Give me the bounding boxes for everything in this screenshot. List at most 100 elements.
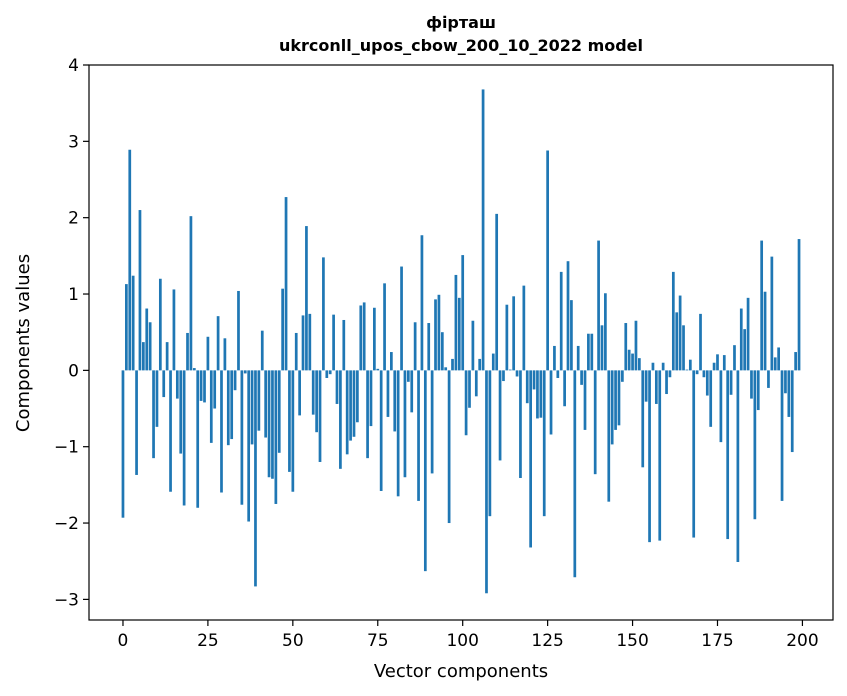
bar	[203, 370, 206, 403]
bar	[145, 308, 149, 371]
bar	[702, 370, 706, 378]
bar	[390, 352, 393, 371]
bar	[763, 291, 767, 371]
bar	[423, 370, 427, 572]
plot-frame	[88, 64, 834, 621]
bar	[583, 370, 587, 430]
bar	[165, 342, 169, 371]
bar	[678, 295, 682, 371]
bar	[464, 370, 468, 436]
x-tick-label: 50	[282, 631, 304, 651]
bar	[254, 370, 257, 587]
bar	[597, 240, 600, 371]
bar	[386, 370, 390, 417]
bar	[349, 370, 352, 441]
bar	[148, 322, 152, 371]
bar	[780, 370, 784, 501]
bar	[267, 370, 271, 478]
bar	[400, 266, 403, 371]
bar	[794, 352, 797, 371]
bar	[563, 370, 566, 407]
bar	[668, 370, 672, 378]
bar	[658, 370, 662, 541]
bar	[383, 283, 386, 371]
x-tick-label: 150	[616, 631, 648, 651]
bar	[559, 271, 563, 371]
bar	[369, 370, 373, 427]
chart-subtitle: ukrconll_upos_cbow_200_10_2022 model	[279, 36, 643, 55]
bar	[546, 150, 549, 371]
bar	[770, 256, 774, 371]
bar	[247, 370, 251, 522]
bar	[488, 370, 492, 517]
x-tick-label: 0	[118, 631, 129, 651]
bar	[257, 370, 261, 431]
bar	[298, 370, 301, 416]
bar	[345, 370, 349, 455]
bar	[576, 345, 580, 371]
bar	[128, 149, 132, 371]
bar	[131, 275, 135, 371]
bar	[481, 89, 485, 371]
bar	[474, 370, 478, 397]
bar	[549, 370, 553, 435]
bar	[542, 370, 546, 517]
bar	[230, 370, 234, 440]
bar	[695, 370, 699, 375]
y-tick-label: 2	[68, 209, 79, 229]
bar	[393, 370, 397, 432]
bar	[519, 370, 522, 478]
bar	[722, 355, 726, 371]
bar	[373, 307, 376, 371]
bar	[688, 359, 692, 371]
bar	[199, 370, 203, 401]
bar	[736, 370, 740, 562]
bar	[580, 370, 583, 385]
bar	[457, 297, 461, 371]
bar	[206, 336, 210, 371]
bar	[536, 370, 539, 419]
bar	[237, 290, 240, 371]
bar	[627, 349, 631, 371]
bar	[604, 293, 607, 371]
x-tick-label: 75	[367, 631, 389, 651]
bar	[359, 305, 363, 371]
bar	[556, 370, 560, 378]
bar	[750, 370, 753, 399]
y-tick-label: −3	[54, 590, 79, 610]
y-axis-label: Components values	[13, 254, 34, 432]
y-tick-label: 4	[68, 56, 79, 76]
bar	[539, 370, 543, 418]
bar	[600, 325, 604, 371]
x-tick-label: 125	[531, 631, 563, 651]
bar	[216, 316, 220, 371]
bar	[529, 370, 532, 548]
bar	[505, 304, 509, 371]
bar	[223, 338, 227, 371]
bar	[179, 370, 183, 454]
bar	[515, 370, 519, 377]
bar	[685, 369, 689, 371]
bar	[410, 370, 414, 413]
bar	[366, 370, 369, 459]
bar	[315, 370, 318, 433]
bar	[420, 235, 424, 371]
bar	[162, 370, 166, 398]
bar	[648, 370, 651, 543]
bar	[243, 370, 247, 374]
bar	[593, 370, 597, 475]
bar	[485, 370, 488, 594]
x-tick-label: 175	[701, 631, 733, 651]
bar	[318, 370, 322, 462]
bar	[260, 330, 264, 371]
bar	[671, 271, 675, 371]
bar	[175, 370, 179, 399]
bar	[138, 210, 142, 371]
bar	[271, 370, 274, 479]
bar	[339, 370, 342, 469]
bar	[634, 320, 638, 371]
x-tick-label: 200	[786, 631, 818, 651]
bar	[699, 313, 702, 371]
